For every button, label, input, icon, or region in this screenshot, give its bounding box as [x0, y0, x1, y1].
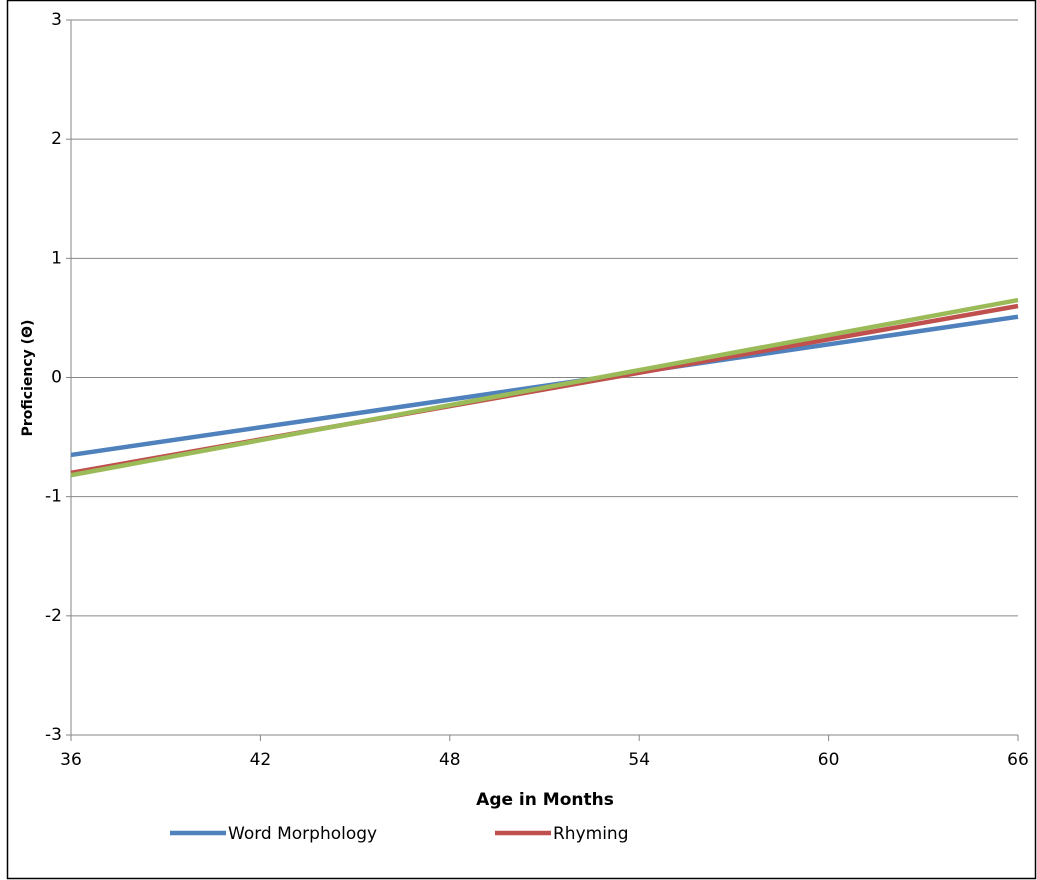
y-tick-label: -3 [45, 725, 62, 745]
legend-label: Word Morphology [228, 824, 377, 844]
y-tick-label: 0 [51, 368, 62, 388]
x-tick-label: 54 [628, 750, 650, 770]
y-tick-label: 1 [51, 248, 62, 268]
series-line [70, 297, 1019, 478]
y-tick-label: -1 [45, 487, 62, 507]
y-tick-label: 3 [51, 10, 62, 30]
y-tick-label: 2 [51, 129, 62, 149]
legend-label: Rhyming [553, 824, 629, 844]
x-tick-label: 66 [1007, 750, 1029, 770]
y-axis-title: Proficiency (Θ) [20, 320, 36, 437]
x-axis-title: Age in Months [476, 790, 614, 810]
x-tick-label: 60 [818, 750, 840, 770]
x-tick-label: 42 [250, 750, 272, 770]
y-tick-label: -2 [45, 606, 62, 626]
x-tick-label: 36 [60, 750, 82, 770]
x-tick-label: 48 [439, 750, 461, 770]
